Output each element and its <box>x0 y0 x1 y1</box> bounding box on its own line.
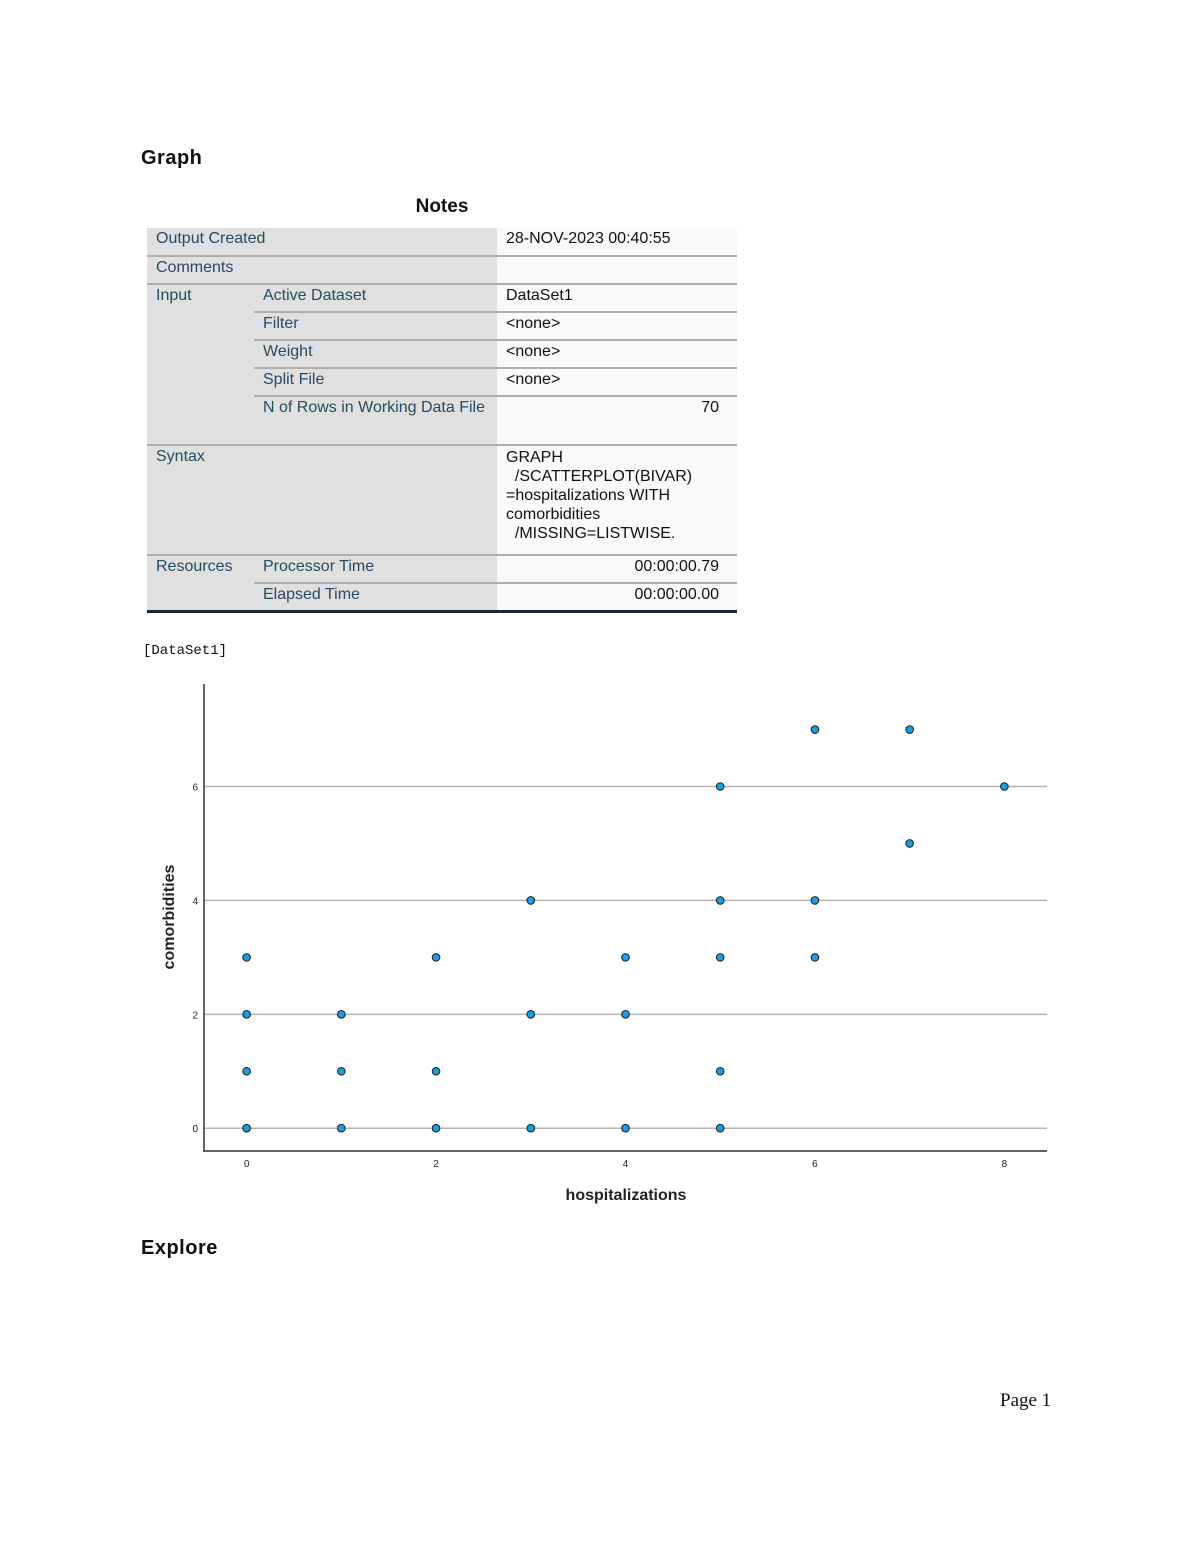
x-tick-label: 0 <box>244 1159 250 1170</box>
data-point <box>526 1010 536 1019</box>
y-tick-label: 0 <box>192 1124 198 1135</box>
data-point <box>715 1123 725 1133</box>
data-point <box>810 896 820 905</box>
syntax-line: GRAPH <box>506 449 563 466</box>
data-point <box>715 782 725 791</box>
syntax-line: comorbidities <box>506 506 601 523</box>
split-file-label: Split File <box>254 368 497 397</box>
data-point <box>715 896 725 905</box>
weight-value: <none> <box>497 340 737 369</box>
data-point <box>526 1123 536 1133</box>
explore-heading: Explore <box>141 1237 218 1259</box>
split-file-value: <none> <box>497 368 737 397</box>
data-point <box>715 953 725 962</box>
data-point <box>431 953 441 962</box>
data-point <box>905 725 914 734</box>
filter-label: Filter <box>254 312 497 341</box>
graph-heading: Graph <box>141 147 203 169</box>
x-tick-label: 6 <box>812 1159 818 1170</box>
y-axis-label: comorbidities <box>161 864 178 969</box>
comments-value <box>497 256 737 285</box>
data-point <box>242 1066 251 1076</box>
data-point <box>431 1066 441 1076</box>
data-point <box>337 1123 346 1133</box>
active-dataset-value: DataSet1 <box>497 284 737 313</box>
n-rows-label: N of Rows in Working Data File <box>254 396 497 446</box>
notes-table: Output Created 28-NOV-2023 00:40:55 Comme… <box>147 228 737 613</box>
x-axis-label: hospitalizations <box>566 1187 687 1204</box>
input-label: Input <box>147 284 254 446</box>
processor-time-label: Processor Time <box>254 555 497 584</box>
syntax-label: Syntax <box>147 445 497 556</box>
data-point <box>337 1010 346 1019</box>
data-point <box>905 839 914 848</box>
data-point <box>810 953 820 962</box>
data-point <box>715 1066 725 1076</box>
resources-label: Resources <box>147 555 254 613</box>
data-point <box>621 953 630 962</box>
data-point <box>621 1123 630 1133</box>
x-tick-label: 4 <box>623 1159 629 1170</box>
active-dataset-label: Active Dataset <box>254 284 497 313</box>
output-created-label: Output Created <box>147 228 497 257</box>
weight-label: Weight <box>254 340 497 369</box>
y-tick-label: 4 <box>192 896 198 907</box>
data-point <box>621 1010 630 1019</box>
x-tick-label: 2 <box>433 1159 439 1170</box>
data-point <box>242 953 251 962</box>
processor-time-value: 00:00:00.79 <box>497 555 737 584</box>
data-point <box>242 1010 251 1019</box>
n-rows-value: 70 <box>497 396 737 446</box>
elapsed-time-label: Elapsed Time <box>254 583 497 613</box>
dataset-label: [DataSet1] <box>143 643 228 659</box>
data-point <box>242 1123 251 1133</box>
comments-label: Comments <box>147 256 497 285</box>
data-point <box>1000 782 1009 791</box>
syntax-value: GRAPH /SCATTERPLOT(BIVAR) =hospitalizatio… <box>497 445 737 556</box>
output-created-value: 28-NOV-2023 00:40:55 <box>497 228 737 257</box>
data-point <box>526 896 536 905</box>
y-tick-label: 6 <box>192 783 198 794</box>
filter-value: <none> <box>497 312 737 341</box>
data-point <box>810 725 820 734</box>
notes-title: Notes <box>415 196 469 217</box>
x-tick-label: 8 <box>1002 1159 1008 1170</box>
data-point <box>431 1123 441 1133</box>
elapsed-time-value: 00:00:00.00 <box>497 583 737 613</box>
page-number: Page 1 <box>1000 1390 1052 1411</box>
y-tick-label: 2 <box>192 1010 198 1021</box>
syntax-line: /MISSING=LISTWISE. <box>506 525 676 542</box>
syntax-line: /SCATTERPLOT(BIVAR) <box>506 468 693 485</box>
syntax-line: =hospitalizations WITH <box>506 487 671 504</box>
data-point <box>337 1066 346 1076</box>
